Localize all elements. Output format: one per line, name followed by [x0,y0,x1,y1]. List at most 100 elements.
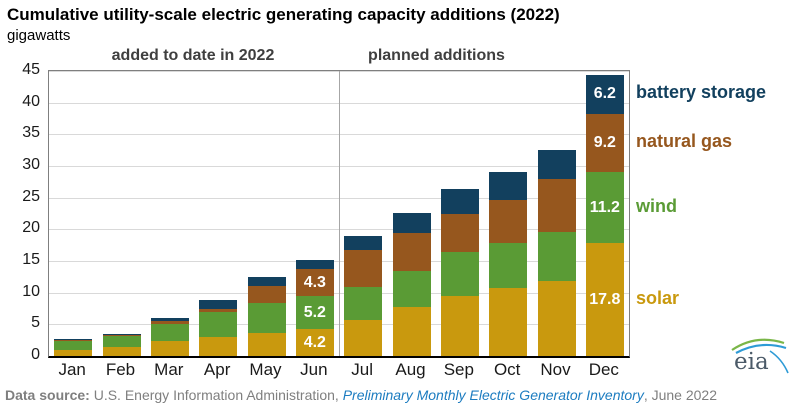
bar-segment-natural-gas [392,232,431,271]
bar-segment-battery-storage [585,74,624,115]
bar-segment-wind [344,286,383,320]
bar-value-label: 17.8 [589,290,621,308]
bar-segment-natural-gas [247,285,286,304]
section-header-planned: planned additions [368,47,505,64]
bar-segment-natural-gas [295,269,334,297]
y-tick-35: 35 [22,124,40,142]
bar-jul [344,71,383,356]
bar-segment-solar [392,307,431,356]
bar-segment-solar [54,349,93,356]
x-tick-jul: Jul [351,360,374,379]
bar-segment-natural-gas [537,179,576,232]
bar-apr [199,71,238,356]
bar-segment-solar [199,337,238,356]
bar-segment-battery-storage [537,150,576,180]
bar-segment-solar [295,329,334,356]
x-tick-feb: Feb [105,360,136,379]
bar-mar [150,71,189,356]
bar-dec: 17.8 11.2 9.2 6.2 [585,71,624,356]
bar-segment-battery-storage [247,277,286,286]
bar-segment-wind [489,242,528,289]
bar-segment-natural-gas [585,114,624,173]
bar-segment-battery-storage [199,300,238,309]
y-tick-30: 30 [22,156,40,173]
y-tick-20: 20 [22,219,40,237]
bar-aug [392,71,431,356]
x-tick-apr: Apr [203,360,231,379]
source-link[interactable]: Preliminary Monthly Electric Generator I… [342,387,644,403]
bar-segment-solar [247,332,286,356]
y-tick-5: 5 [31,314,40,332]
bar-value-label: 11.2 [589,198,620,216]
bar-segment-wind [199,311,238,337]
bar-segment-wind [585,172,624,244]
bar-segment-natural-gas [150,320,189,324]
bar-segment-wind [440,251,479,297]
data-source-suffix: , June 2022 [643,387,717,403]
bar-segment-solar [440,296,479,356]
x-tick-dec: Dec [588,360,619,379]
bar-segment-solar [585,243,624,356]
x-tick-nov: Nov [540,360,571,379]
data-source-label: Data source: [5,387,90,403]
legend-solar: solar [636,287,680,308]
bar-jan [54,71,93,356]
bar-segment-natural-gas [489,200,528,243]
y-tick-15: 15 [22,251,40,268]
bar-jun: 4.2 5.2 4.3 [295,71,334,356]
legend-wind: wind [636,195,677,216]
plot-area: 4.2 5.2 4.3 17.8 11.2 9.2 6.2 [48,70,630,358]
bar-segment-battery-storage [489,171,528,201]
eia-logo: eia [726,333,790,379]
x-tick-mar: Mar [154,360,184,379]
bar-segment-solar [150,340,189,356]
section-divider [339,71,340,356]
eia-logo-text: eia [734,349,769,375]
bar-segment-wind [54,340,93,350]
bar-segment-battery-storage [295,260,334,270]
section-header-added-to-date: added to date in 2022 [111,47,275,64]
bar-segment-wind [295,296,334,330]
x-tick-jun: Jun [300,360,328,379]
bar-segment-natural-gas [102,335,141,337]
bar-segment-solar [102,347,141,356]
bar-segment-wind [150,323,189,341]
bar-feb [102,71,141,356]
bar-segment-wind [247,303,286,333]
x-tick-aug: Aug [395,360,426,379]
x-tick-jan: Jan [58,360,86,379]
chart-unit-label: gigawatts [7,27,71,44]
y-tick-10: 10 [22,282,40,300]
bar-nov [537,71,576,356]
bar-segment-battery-storage [102,333,141,336]
y-tick-25: 25 [22,187,40,205]
bar-segment-battery-storage [344,236,383,250]
bar-segment-natural-gas [199,308,238,312]
bar-segment-battery-storage [150,317,189,321]
eia-logo-swoosh [731,338,789,374]
bar-segment-solar [344,319,383,356]
y-tick-45: 45 [22,61,40,78]
legend-battery-storage: battery storage [636,82,767,103]
bar-segment-battery-storage [440,188,479,214]
bar-segment-natural-gas [440,213,479,252]
bar-value-label: 9.2 [593,134,616,152]
bar-segment-solar [489,288,528,356]
bar-segment-wind [392,270,431,308]
bar-sep [440,71,479,356]
bar-oct [489,71,528,356]
x-tick-oct: Oct [493,360,521,379]
bar-value-label: 4.2 [303,333,326,351]
bar-segment-battery-storage [54,339,93,340]
x-tick-may: May [249,360,282,379]
x-tick-sep: Sep [443,360,474,379]
data-source-text: U.S. Energy Information Administration, [89,387,343,403]
legend-natural-gas: natural gas [636,131,733,152]
chart-title: Cumulative utility-scale electric genera… [7,5,560,24]
bar-segment-natural-gas [344,249,383,287]
bar-segment-wind [537,231,576,281]
y-tick-40: 40 [22,92,40,110]
bar-segment-solar [537,280,576,356]
bar-value-label: 5.2 [303,303,326,321]
